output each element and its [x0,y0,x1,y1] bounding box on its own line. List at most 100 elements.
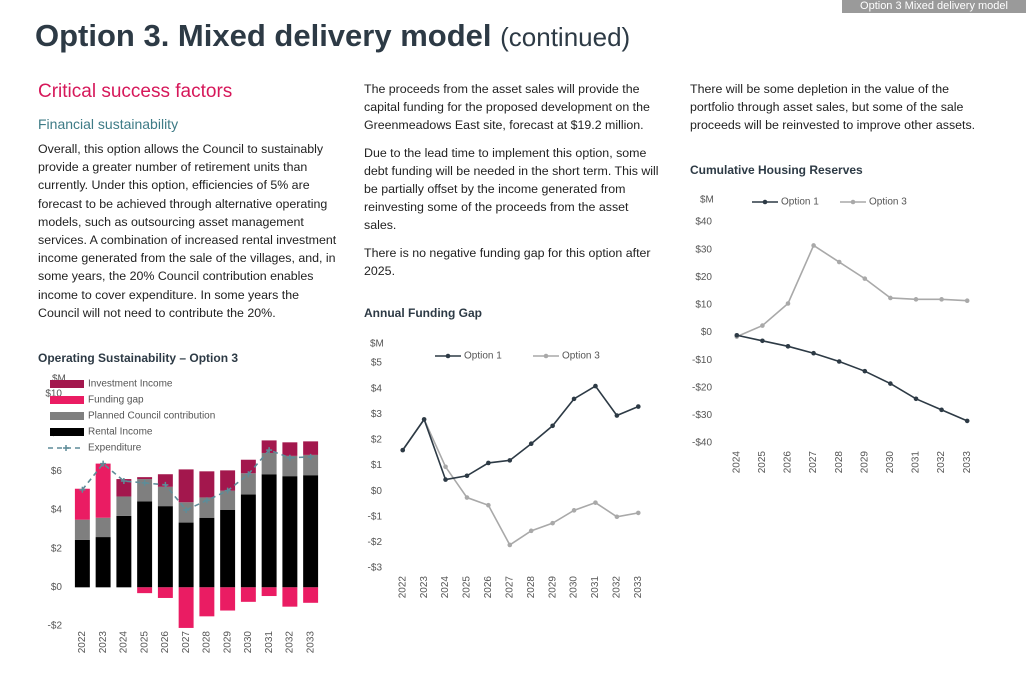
series-line [736,334,968,422]
point-marker [635,510,641,516]
y-tick-label: $5 [371,358,383,369]
x-tick-label: 2024 [440,576,451,599]
x-tick-label: 2030 [569,576,580,599]
point-marker [400,447,406,453]
y-tick-label: $4 [51,505,63,516]
bar-segment [282,442,298,456]
x-tick-label: 2033 [305,631,316,654]
point-marker [836,259,842,265]
y-tick-label: $2 [371,435,383,446]
point-marker [964,418,970,424]
bar-segment [240,459,256,474]
bar-segment [95,517,111,538]
x-tick-label: 2032 [612,576,623,599]
section-heading: Critical success factors [38,81,233,102]
legend-swatch [50,396,84,404]
y-tick-label: $20 [695,272,712,283]
x-tick-label: 2030 [243,631,254,654]
point-marker [571,396,577,402]
bar-segment [303,475,319,588]
point-marker [245,471,252,478]
x-tick-label: 2029 [222,631,233,654]
bar-segment [199,471,215,498]
bar-segment [261,440,277,453]
x-tick-label: 2027 [181,631,192,654]
point-marker [550,520,555,526]
y-tick-label: $0 [701,327,713,338]
bar-segment [240,587,256,602]
column-3: There will be some depletion in the valu… [690,80,990,144]
bar-segment [137,587,153,594]
point-marker [528,441,534,447]
y-tick-label: $4 [371,383,383,394]
point-marker [811,350,816,356]
bar-segment [261,452,277,475]
point-marker [162,481,169,488]
y-tick-label: $0 [51,582,63,593]
bar-segment [240,494,256,588]
chart-title: Operating Sustainability – Option 3 [38,351,238,365]
point-marker [635,404,641,409]
point-marker [443,477,448,482]
point-marker [528,528,534,534]
bar-segment [157,506,173,588]
y-unit-label: $M [700,195,714,206]
point-marker [571,508,577,513]
y-tick-label: $3 [371,409,383,420]
bar-segment [282,476,298,588]
x-tick-label: 2029 [547,576,558,599]
paragraph: Overall, this option allows the Council … [38,142,337,320]
bar-segment [137,479,153,502]
bar-segment [220,470,236,491]
y-unit-label: $M [52,374,66,385]
y-tick-label: $40 [695,217,712,228]
bar-segment [178,587,194,628]
point-marker [913,396,919,402]
legend-label: Investment Income [88,379,173,390]
legend-swatch [850,199,856,205]
bar-segment [74,519,90,540]
y-tick-label: $30 [695,244,712,255]
point-marker [307,453,314,460]
legend-swatch [50,380,84,388]
x-tick-label: 2024 [119,631,130,654]
x-tick-label: 2022 [397,576,408,599]
point-marker [939,297,944,302]
point-marker [486,502,491,508]
y-tick-label: -$1 [368,511,383,522]
x-tick-label: 2033 [962,451,973,474]
column-1: Critical success factors Financial susta… [38,80,338,331]
point-marker [836,359,842,364]
y-tick-label: -$2 [48,621,63,632]
series-line [81,449,311,511]
bar-segment [116,496,132,516]
bar-segment [199,517,215,588]
legend-label: Planned Council contribution [88,411,215,422]
y-tick-label: $6 [51,466,63,477]
paragraph: The proceeds from the asset sales will p… [364,82,650,133]
x-tick-label: 2032 [936,451,947,474]
bar-segment [178,469,194,503]
bar-segment [261,474,277,588]
bar-segment [157,474,173,487]
bar-segment [303,454,319,476]
x-tick-label: 2026 [483,576,494,599]
point-marker [486,460,491,466]
legend-swatch [63,445,69,451]
bar-segment [178,522,194,588]
y-tick-label: -$30 [692,410,712,421]
subheading: Financial sustainability [38,116,179,132]
point-marker [224,487,231,494]
point-marker [593,383,598,389]
bar-segment [137,477,153,480]
legend-swatch [543,353,549,359]
point-marker [507,458,513,463]
x-tick-label: 2028 [202,631,213,654]
page-tag: Option 3 Mixed delivery model [842,0,1026,13]
point-marker [888,295,893,301]
bar-segment [199,587,215,617]
y-tick-label: -$10 [692,355,712,366]
bar-segment [74,539,90,588]
bar-segment [95,463,111,518]
